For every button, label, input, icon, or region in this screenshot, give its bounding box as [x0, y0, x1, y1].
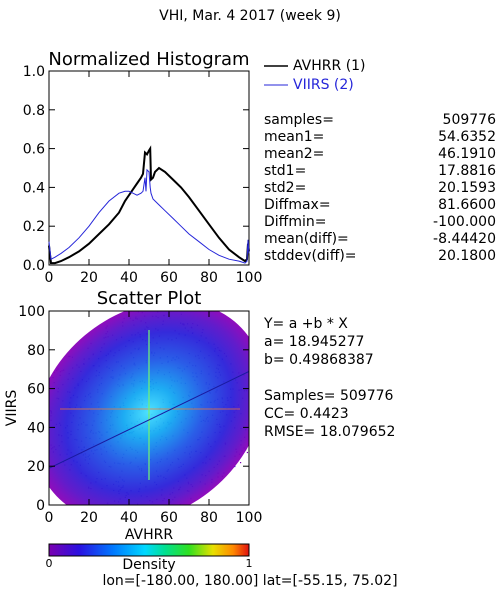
y-tick-label: 0.6: [23, 142, 45, 158]
scatter-point: [246, 451, 248, 454]
y-tick-label: 0.2: [23, 219, 45, 235]
regression-panel: Y= a +b * X a= 18.945277 b= 0.49868387 S…: [264, 315, 395, 441]
stat-label: Diffmax=: [264, 197, 331, 213]
regression-rmse: RMSE= 18.079652: [264, 424, 396, 440]
regression-samples: Samples= 509776: [264, 388, 394, 404]
x-tick-label: 100: [236, 510, 263, 526]
stat-row: samples= 509776: [264, 112, 496, 129]
stat-label: mean1=: [264, 129, 325, 145]
x-tick-label: 60: [160, 270, 178, 286]
legend-viirs-label: VIIRS (2): [293, 77, 354, 93]
region-bounds: lon=[-180.00, 180.00] lat=[-55.15, 75.02…: [102, 573, 398, 589]
y-tick-label: 20: [27, 459, 45, 475]
stat-value: 81.6600: [438, 197, 496, 213]
stat-label: std1=: [264, 163, 307, 179]
stat-value: -100.000: [433, 214, 496, 230]
stat-value: 46.1910: [438, 146, 496, 162]
stat-label: std2=: [264, 180, 307, 196]
scatter-title: Scatter Plot: [97, 288, 202, 309]
x-tick-label: 20: [80, 510, 98, 526]
viirs-histogram-line: [48, 168, 250, 264]
x-tick-label: 80: [200, 510, 218, 526]
y-tick-label: 0.0: [23, 258, 45, 274]
stat-label: samples=: [264, 112, 334, 128]
stat-value: 20.1800: [438, 248, 496, 264]
stat-label: mean2=: [264, 146, 325, 162]
regression-formula: Y= a +b * X: [264, 316, 348, 332]
stat-row: std1= 17.8816: [264, 163, 496, 180]
stat-row: Diffmin= -100.000: [264, 214, 496, 231]
regression-a: a= 18.945277: [264, 334, 365, 350]
stat-row: mean1= 54.6352: [264, 129, 496, 146]
y-tick-label: 40: [27, 420, 45, 436]
histogram-frame: [48, 70, 250, 266]
stat-label: Diffmin=: [264, 214, 327, 230]
stat-value: 17.8816: [438, 163, 496, 179]
stat-value: -8.44420: [433, 231, 496, 247]
y-tick-label: 100: [18, 304, 45, 320]
y-tick-label: 0.8: [23, 103, 45, 119]
y-tick-label: 0: [36, 498, 45, 514]
scatter-point: [240, 462, 242, 464]
scatter-ylabel: VIIRS: [4, 390, 20, 427]
x-tick-label: 0: [45, 270, 54, 286]
y-tick-label: 1.0: [23, 64, 45, 80]
y-tick-label: 60: [27, 382, 45, 398]
stat-value: 20.1593: [438, 180, 496, 196]
legend-avhrr-label: AVHRR (1): [293, 58, 366, 74]
x-tick-label: 40: [120, 270, 138, 286]
y-tick-label: 0.4: [23, 180, 45, 196]
stat-row: Diffmax= 81.6600: [264, 197, 496, 214]
colorbar-min-label: 0: [46, 557, 53, 570]
x-tick-label: 60: [160, 510, 178, 526]
avhrr-histogram-line: [48, 145, 250, 265]
x-tick-label: 20: [80, 270, 98, 286]
scatter-density: [49, 311, 249, 505]
stat-label: mean(diff)=: [264, 231, 349, 247]
histogram-axes: 0 20 40 60 80 100 0.0 0.2 0.4 0.6 0.8 1.0: [23, 64, 263, 286]
scatter-frame: [48, 310, 250, 506]
colorbar-max-label: 1: [246, 557, 253, 570]
scatter-axes: 0 20 40 60 80 100 0 20 40 60 80 100: [18, 304, 262, 526]
x-tick-label: 80: [200, 270, 218, 286]
stat-row: mean2= 46.1910: [264, 146, 496, 163]
regression-b: b= 0.49868387: [264, 352, 374, 368]
stat-row: std2= 20.1593: [264, 180, 496, 197]
x-tick-label: 40: [120, 510, 138, 526]
statistics-panel: samples= 509776 mean1= 54.6352 mean2= 46.19…: [264, 112, 496, 265]
stat-value: 509776: [442, 112, 496, 128]
figure-title: VHI, Mar. 4 2017 (week 9): [159, 8, 341, 24]
y-tick-label: 80: [27, 343, 45, 359]
scatter-xlabel: AVHRR: [125, 527, 174, 543]
density-colorbar: [48, 543, 250, 557]
stat-label: stddev(diff)=: [264, 248, 357, 264]
histogram-legend: AVHRR (1) VIIRS (2): [264, 58, 366, 93]
regression-cc: CC= 0.4423: [264, 406, 349, 422]
stat-value: 54.6352: [438, 129, 496, 145]
stat-row: mean(diff)= -8.44420: [264, 231, 496, 248]
histogram-title: Normalized Histogram: [48, 49, 249, 70]
regression-spacer: [264, 369, 395, 387]
x-tick-label: 0: [45, 510, 54, 526]
x-tick-label: 100: [236, 270, 263, 286]
colorbar-title: Density: [122, 557, 175, 573]
stat-row: stddev(diff)= 20.1800: [264, 248, 496, 265]
regression-line: [49, 371, 249, 469]
